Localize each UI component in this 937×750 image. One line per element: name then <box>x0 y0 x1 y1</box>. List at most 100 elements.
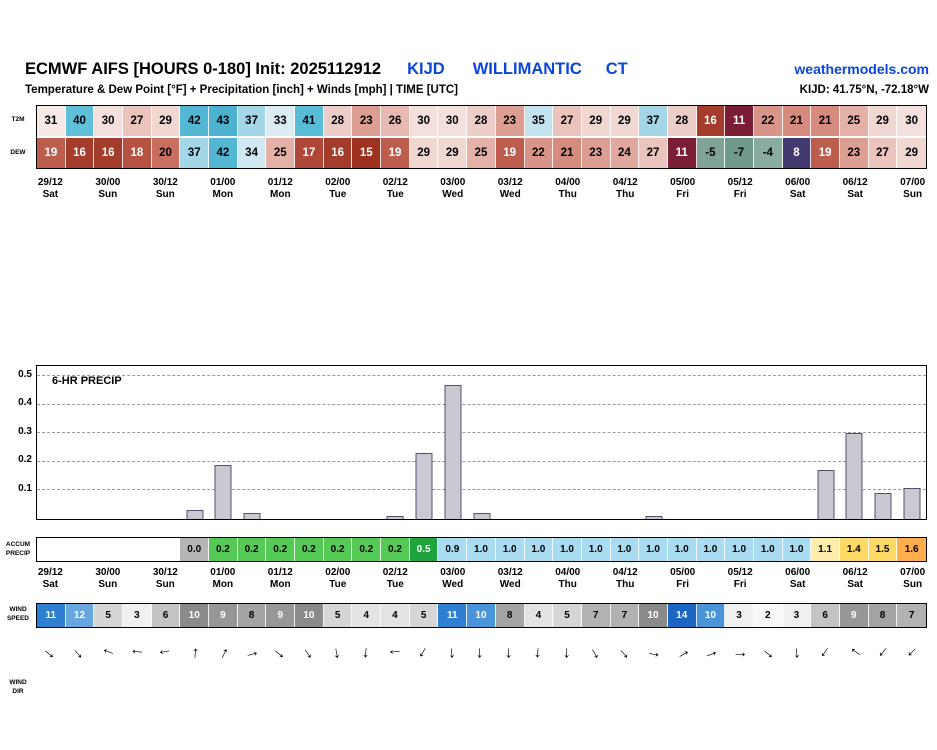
wind-speed-cell: 8 <box>495 604 525 627</box>
chart-ytick-label: 0.1 <box>18 482 32 494</box>
dew-cell: 19 <box>495 138 525 168</box>
wind-speed-cell: 10 <box>639 604 668 627</box>
temp-dew-table: 31 40 30 27 29 42 43 37 33 41 28 23 26 30 30 28 23 35 27 29… <box>36 105 927 169</box>
t2m-cell: 30 <box>409 106 439 136</box>
precip-bar <box>415 453 433 519</box>
dew-cell: 27 <box>868 138 898 168</box>
t2m-cell: 37 <box>639 106 668 136</box>
wind-speed-cell: 10 <box>467 604 496 627</box>
wind-speed-cell: 9 <box>839 604 869 627</box>
accum-precip-cell: 1.6 <box>897 538 926 561</box>
dew-cell: 20 <box>151 138 181 168</box>
accum-precip-cell <box>151 538 181 561</box>
time-axis-label: 29/12 Sat <box>37 177 63 200</box>
wind-direction-arrow: → <box>269 640 293 665</box>
precip-chart: 6-HR PRECIP <box>36 365 927 520</box>
accum-precip-table: 0.0 0.2 0.2 0.2 0.2 0.2 0.2 0.2 0.5 0.9 1.0 1.0 1.0 1… <box>36 537 927 562</box>
accum-precip-cell: 1.0 <box>610 538 640 561</box>
wind-direction-arrow: → <box>585 641 609 664</box>
accum-precip-cell: 0.5 <box>409 538 439 561</box>
station-state: CT <box>605 60 628 78</box>
precip-bar <box>214 464 232 519</box>
site-link[interactable]: weathermodels.com <box>794 61 929 77</box>
time-axis-label: 03/12 Wed <box>497 567 523 590</box>
wind-speed-cell: 10 <box>295 604 324 627</box>
wind-direction-arrow: → <box>559 645 577 661</box>
precip-bar <box>903 487 921 519</box>
t2m-cell: 25 <box>839 106 869 136</box>
accum-precip-cell: 1.0 <box>753 538 783 561</box>
accum-precip-cell: 0.2 <box>266 538 296 561</box>
wind-speed-cell: 3 <box>725 604 754 627</box>
wind-direction-cell: → <box>295 636 324 670</box>
time-axis-label: 30/00 Sun <box>95 177 121 200</box>
wind-direction-cell: → <box>266 636 295 670</box>
wind-direction-cell: → <box>726 636 755 670</box>
precip-bar <box>874 493 892 519</box>
time-axis-label: 06/00 Sat <box>785 567 811 590</box>
accum-precip-row-label: ACCUM PRECIP <box>3 541 33 558</box>
dew-cell: 19 <box>811 138 840 168</box>
wind-speed-cell: 12 <box>65 604 95 627</box>
wind-speed-cell: 7 <box>897 604 926 627</box>
dew-cell: 25 <box>266 138 296 168</box>
dew-cell: 11 <box>667 138 697 168</box>
wind-direction-arrow: → <box>67 641 92 665</box>
t2m-cell: 28 <box>467 106 496 136</box>
wind-dir-label-line1: WIND <box>9 679 27 686</box>
precip-bar <box>386 516 404 519</box>
dew-cell: -7 <box>725 138 754 168</box>
wind-direction-arrow: → <box>901 641 925 666</box>
t2m-row-label: T2M <box>11 116 25 123</box>
wind-direction-cell: → <box>582 636 611 670</box>
page-title: ECMWF AIFS [HOURS 0-180] Init: 202511291… <box>25 60 382 78</box>
precip-bar <box>645 516 663 519</box>
accum-precip-cell <box>65 538 95 561</box>
accum-precip-cell <box>37 538 66 561</box>
wind-speed-cell: 9 <box>266 604 296 627</box>
t2m-cell: 29 <box>151 106 181 136</box>
wind-direction-cell: → <box>438 636 467 670</box>
wind-speed-cell: 10 <box>180 604 210 627</box>
accum-precip-cell <box>94 538 124 561</box>
accum-precip-cell: 1.4 <box>839 538 869 561</box>
wind-direction-arrow: → <box>671 641 694 664</box>
dew-row: 19 16 16 18 20 37 42 34 25 17 16 15 19 29 29 25 19 22 21 23… <box>37 138 926 168</box>
t2m-cell: 40 <box>65 106 95 136</box>
wind-speed-row-label: WIND SPEED <box>3 606 33 623</box>
dew-cell: 18 <box>123 138 152 168</box>
time-axis-label: 07/00 Sun <box>900 177 926 200</box>
wind-speed-cell: 5 <box>553 604 582 627</box>
wind-speed-cell: 5 <box>323 604 353 627</box>
wind-speed-cell: 5 <box>94 604 124 627</box>
chart-gridline <box>37 489 926 491</box>
time-axis-label: 05/12 Fri <box>727 567 753 590</box>
dew-row-label: DEW <box>10 149 26 156</box>
wind-direction-cell: → <box>870 636 899 670</box>
accum-precip-cell: 1.0 <box>639 538 668 561</box>
time-axis-label: 07/00 Sun <box>900 567 926 590</box>
chart-gridline <box>37 375 926 376</box>
wind-direction-row: → → → → → → → → → → → → → → → → → → → → → → → → → → → → → → → <box>36 636 927 670</box>
t2m-cell: 23 <box>352 106 382 136</box>
wind-direction-cell: → <box>525 636 554 670</box>
dew-cell: 16 <box>323 138 353 168</box>
accum-precip-cell: 0.2 <box>209 538 238 561</box>
dew-cell: 15 <box>352 138 382 168</box>
wind-dir-row-label: WIND DIR <box>3 679 33 696</box>
t2m-cell: 31 <box>37 106 66 136</box>
time-axis-label: 30/12 Sun <box>152 567 178 590</box>
time-axis-label: 02/12 Tue <box>382 567 408 590</box>
accum-precip-cell: 0.2 <box>237 538 267 561</box>
wind-direction-cell: → <box>755 636 784 670</box>
wind-direction-arrow: → <box>613 641 638 665</box>
precip-bar <box>817 470 835 519</box>
wind-direction-arrow: → <box>241 642 262 663</box>
wind-direction-arrow: → <box>757 640 781 665</box>
dew-cell: 37 <box>180 138 210 168</box>
wind-direction-arrow: → <box>473 645 491 661</box>
wind-direction-cell: → <box>668 636 697 670</box>
wind-direction-cell: → <box>352 636 381 670</box>
wind-direction-cell: → <box>898 636 927 670</box>
time-axis-label: 05/00 Fri <box>670 567 696 590</box>
